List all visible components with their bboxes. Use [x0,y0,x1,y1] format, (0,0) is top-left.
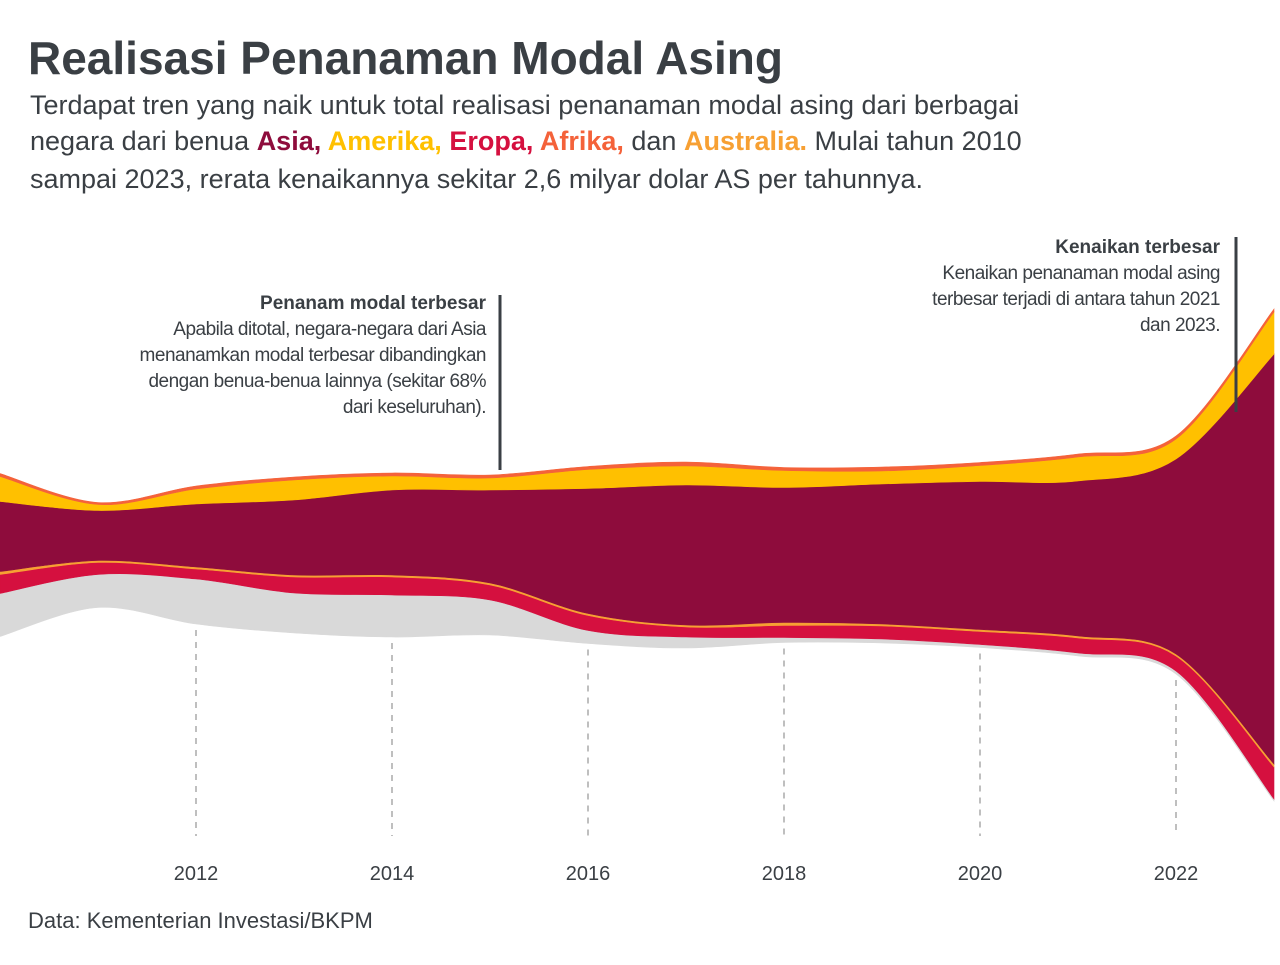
subtitle: Terdapat tren yang naik untuk total real… [30,90,1019,120]
subtitle-segment: Terdapat tren yang naik untuk total real… [30,90,1019,120]
subtitle-segment: Eropa, [442,126,534,156]
stream-layer [0,311,1275,511]
source: Data: Kementerian Investasi/BKPM [28,908,373,933]
x-tick-label: 2016 [566,863,611,885]
annotation-title: Penanam modal terbesar [260,293,487,314]
x-tick-label: 2018 [762,863,807,885]
subtitle-segment: Australia. [684,126,807,156]
subtitle-segment: sampai 2023, rerata kenaikannya sekitar … [30,164,923,194]
subtitle-segment: Afrika, [533,126,624,156]
stream-layer [0,308,1275,506]
chart-title: Realisasi Penanaman Modal Asing [28,32,783,84]
subtitle: negara dari benua Asia, Amerika, Eropa, … [30,126,1022,156]
subtitle-segment: Asia, [257,126,322,156]
annotation-text: Kenaikan penanaman modal asing [942,263,1220,284]
x-tick-label: 2020 [958,863,1003,885]
annotation-title: Kenaikan terbesar [1055,237,1220,258]
subtitle-segment: negara dari benua [30,126,257,156]
subtitle: sampai 2023, rerata kenaikannya sekitar … [30,164,923,194]
stream-layer [0,353,1275,765]
x-tick-label: 2012 [174,863,219,885]
subtitle-segment: Amerika, [321,126,442,156]
subtitle-segment: Mulai tahun 2010 [807,126,1022,156]
x-tick-label: 2014 [370,863,415,885]
annotation-text: dan 2023. [1140,315,1220,336]
annotation-text: dengan benua-benua lainnya (sekitar 68% [148,371,486,392]
x-tick-label: 2022 [1154,863,1199,885]
annotation-text: menanamkan modal terbesar dibandingkan [140,345,486,366]
annotation-text: dari keseluruhan). [343,397,486,418]
subtitle-segment: dan [624,126,684,156]
annotation-text: Apabila ditotal, negara-negara dari Asia [173,319,487,340]
annotation-text: terbesar terjadi di antara tahun 2021 [932,289,1220,310]
